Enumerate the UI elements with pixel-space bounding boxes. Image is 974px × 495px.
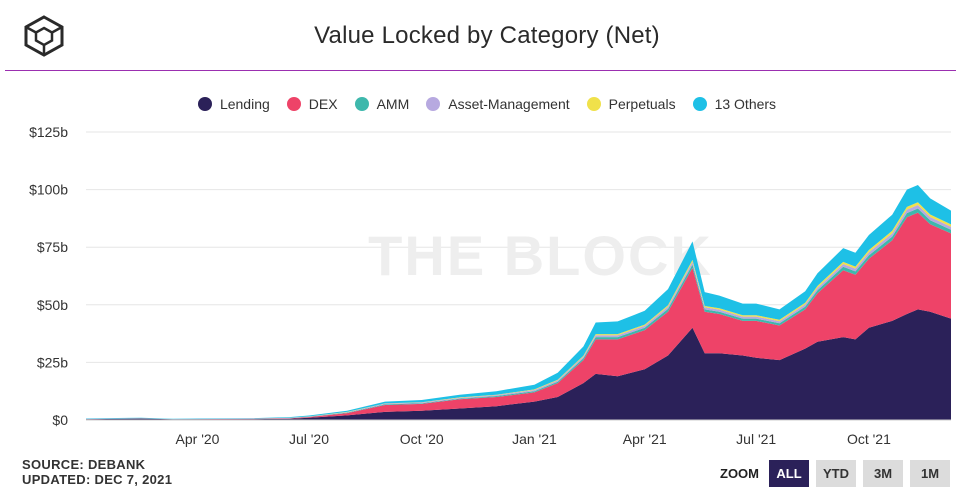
y-tick-label: $125b [29,124,68,140]
legend-label: AMM [376,96,410,112]
legend-item[interactable]: Lending [197,95,270,113]
chart-title: Value Locked by Category (Net) [314,22,660,49]
source-text: SOURCE: DEBANK [22,457,146,472]
legend-dot-icon [354,97,369,111]
x-tick-label: Jul '20 [289,431,329,447]
zoom-all-button[interactable]: ALL [769,460,809,487]
y-tick-label: $50b [37,297,68,313]
watermark: THE BLOCK [368,224,713,287]
title-divider [5,70,956,71]
y-tick-label: $75b [37,239,68,255]
cube-logo-icon [24,15,64,57]
y-tick-label: $100b [29,182,68,198]
x-tick-label: Oct '21 [847,431,891,447]
legend-item[interactable]: 13 Others [692,95,777,113]
area-series-lending [86,309,951,420]
source-note: SOURCE: DEBANK UPDATED: DEC 7, 2021 [22,457,172,487]
legend-item[interactable]: DEX [286,95,338,113]
chart-legend: Lending DEX AMM Asset-Management Perpetuals 1… [0,95,974,113]
legend-dot-icon [286,97,301,111]
legend-dot-icon [426,97,441,111]
legend-label: DEX [308,96,338,112]
updated-text: UPDATED: DEC 7, 2021 [22,472,173,487]
x-tick-label: Apr '21 [623,431,667,447]
stacked-area-chart: $0 $25b $50b $75b $100b $125b THE BLOCK Apr '20… [29,124,951,447]
legend-dot-icon [197,97,212,111]
zoom-1m-button[interactable]: 1M [910,460,950,487]
zoom-ytd-button[interactable]: YTD [816,460,856,487]
legend-item[interactable]: Perpetuals [586,95,676,113]
y-tick-label: $0 [52,412,68,428]
x-tick-label: Oct '20 [400,431,444,447]
legend-dot-icon [692,97,707,111]
the-block-logo [22,14,66,58]
legend-label: Lending [219,96,270,112]
legend-label: Asset-Management [448,96,570,112]
y-tick-label: $25b [37,354,68,370]
x-tick-label: Jul '21 [736,431,776,447]
chart-header: Value Locked by Category (Net) [0,0,974,72]
legend-dot-icon [586,97,601,111]
legend-item[interactable]: Asset-Management [426,95,570,113]
legend-label: 13 Others [714,96,777,112]
x-tick-label: Jan '21 [512,431,557,447]
zoom-label: ZOOM [720,466,759,481]
zoom-3m-button[interactable]: 3M [863,460,903,487]
legend-label: Perpetuals [608,96,676,112]
zoom-controls: ZOOM ALL YTD 3M 1M [720,460,950,487]
legend-item[interactable]: AMM [354,95,410,113]
x-tick-label: Apr '20 [176,431,220,447]
